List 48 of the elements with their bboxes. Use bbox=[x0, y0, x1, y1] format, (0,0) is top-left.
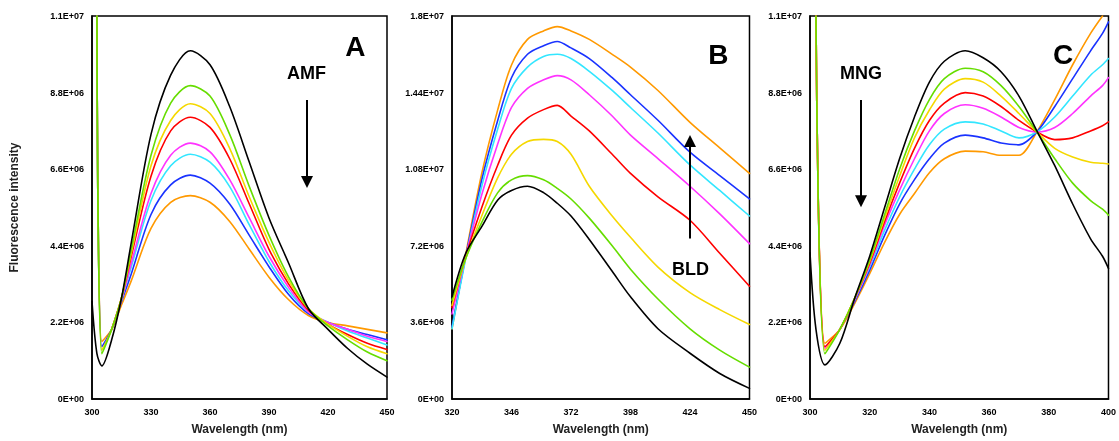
x-tick-label: 390 bbox=[261, 406, 277, 417]
x-tick-label: 420 bbox=[320, 406, 336, 417]
x-tick-label: 320 bbox=[444, 406, 460, 417]
x-tick-label: 424 bbox=[682, 406, 698, 417]
y-tick-label: 6.6E+06 bbox=[50, 164, 84, 175]
x-tick-label: 360 bbox=[202, 406, 218, 417]
x-tick-label: 320 bbox=[862, 406, 878, 417]
annotation: A bbox=[345, 31, 366, 63]
y-tick-label: 0E+00 bbox=[417, 394, 444, 404]
y-tick-label: 0E+00 bbox=[775, 394, 802, 404]
x-tick-label: 450 bbox=[741, 406, 758, 417]
x-tick-label: 400 bbox=[1100, 406, 1117, 417]
annotation: AMF bbox=[287, 63, 327, 84]
y-tick-label: 8.8E+06 bbox=[768, 87, 802, 98]
x-tick-label: 330 bbox=[143, 406, 159, 417]
annotation: B bbox=[708, 38, 729, 70]
x-tick-label: 340 bbox=[921, 406, 937, 417]
x-axis-title: Wavelength (nm) bbox=[191, 422, 288, 436]
y-tick-label: 1.08E+07 bbox=[405, 164, 444, 175]
x-tick-label: 300 bbox=[802, 406, 818, 417]
line-series bbox=[451, 174, 751, 368]
x-tick-label: 346 bbox=[503, 406, 520, 417]
x-tick-label: 360 bbox=[981, 406, 997, 417]
y-tick-label: 2.2E+06 bbox=[50, 317, 84, 328]
x-tick-label: 450 bbox=[379, 406, 395, 417]
y-tick-label: 1.8E+07 bbox=[410, 11, 444, 21]
x-axis-title: Wavelength (nm) bbox=[552, 422, 649, 436]
y-tick-label: 4.4E+06 bbox=[50, 240, 84, 251]
y-tick-label: 6.6E+06 bbox=[768, 164, 802, 175]
y-axis-title: Fluorescence intensity bbox=[7, 142, 21, 273]
y-tick-label: 7.2E+06 bbox=[410, 240, 444, 251]
y-tick-label: 8.8E+06 bbox=[50, 87, 84, 98]
line-series bbox=[451, 138, 751, 326]
y-tick-label: 3.6E+06 bbox=[410, 317, 444, 328]
y-tick-label: 1.1E+07 bbox=[768, 11, 802, 21]
y-tick-label: 1.44E+07 bbox=[405, 87, 444, 98]
annotation: MNG bbox=[840, 63, 882, 84]
annotation: BLD bbox=[671, 258, 709, 279]
x-tick-label: 372 bbox=[563, 406, 579, 417]
x-tick-label: 300 bbox=[84, 406, 100, 417]
x-axis-title: Wavelength (nm) bbox=[911, 422, 1008, 436]
y-tick-label: 2.2E+06 bbox=[768, 317, 802, 328]
x-tick-label: 398 bbox=[622, 406, 639, 417]
y-tick-label: 4.4E+06 bbox=[768, 240, 802, 251]
y-tick-label: 1.1E+07 bbox=[50, 11, 84, 21]
annotation: C bbox=[1053, 38, 1074, 70]
y-tick-label: 0E+00 bbox=[57, 394, 84, 404]
x-tick-label: 380 bbox=[1041, 406, 1057, 417]
